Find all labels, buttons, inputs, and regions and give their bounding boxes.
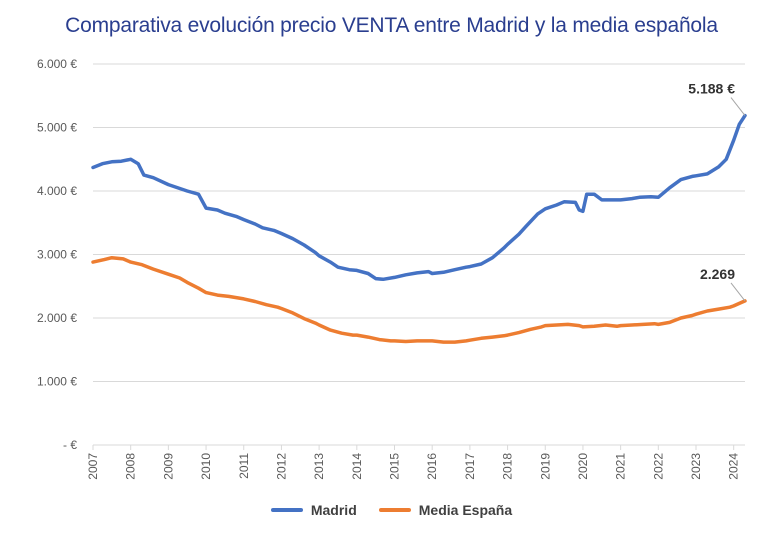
legend-label: Media España [418,502,513,518]
x-tick-label: 2015 [388,453,402,480]
legend-swatch [378,508,411,512]
x-tick-label: 2018 [501,453,515,480]
series-line-0 [91,113,747,282]
series-line-1 [91,255,747,344]
x-tick-label: 2017 [463,453,477,480]
end-label-leader [730,97,746,116]
y-tick-label: 4.000 € [37,184,77,198]
y-tick-label: - € [63,438,77,452]
x-tick-label: 2009 [161,453,175,480]
x-tick-label: 2024 [727,453,741,480]
gridlines [93,63,745,446]
y-tick-label: 5.000 € [37,121,77,135]
legend-item: Media España [378,502,513,518]
x-tick-label: 2013 [312,453,326,480]
x-tick-label: 2012 [274,453,288,480]
legend-label: Madrid [310,502,357,518]
x-tick-label: 2010 [199,453,213,480]
x-tick-label: 2011 [237,453,251,479]
x-tick-label: 2016 [425,453,439,480]
legend-swatch [270,508,303,512]
chart-title: Comparativa evolución precio VENTA entre… [65,14,718,37]
x-tick-label: 2021 [614,453,628,480]
legend: Madrid Media España [0,502,783,518]
x-tick-label: 2020 [576,453,590,480]
x-tick-label: 2022 [651,453,665,480]
y-tick-label: 1.000 € [37,375,77,389]
x-tick-label: 2023 [689,453,703,480]
end-labels: 5.188 € 2.269 [688,81,746,302]
series-lines [91,113,747,344]
x-tick-label: 2008 [124,453,138,480]
y-tick-label: 6.000 € [37,57,77,71]
y-axis-ticks: - € 1.000 € 2.000 € 3.000 € 4.000 € 5.000 € 6.… [37,57,77,452]
legend-item: Madrid [270,502,357,518]
x-tick-label: 2014 [350,453,364,480]
y-tick-label: 3.000 € [37,248,77,262]
y-tick-label: 2.000 € [37,311,77,325]
end-label-leader [730,282,746,302]
end-value-label: 2.269 [700,266,735,282]
x-tick-label: 2007 [86,453,100,480]
x-axis-ticks: 2007 2008 2009 2010 2011 2012 2013 2014 2015 2016… [86,445,741,480]
end-value-label: 5.188 € [688,81,735,97]
x-tick-label: 2019 [538,453,552,480]
